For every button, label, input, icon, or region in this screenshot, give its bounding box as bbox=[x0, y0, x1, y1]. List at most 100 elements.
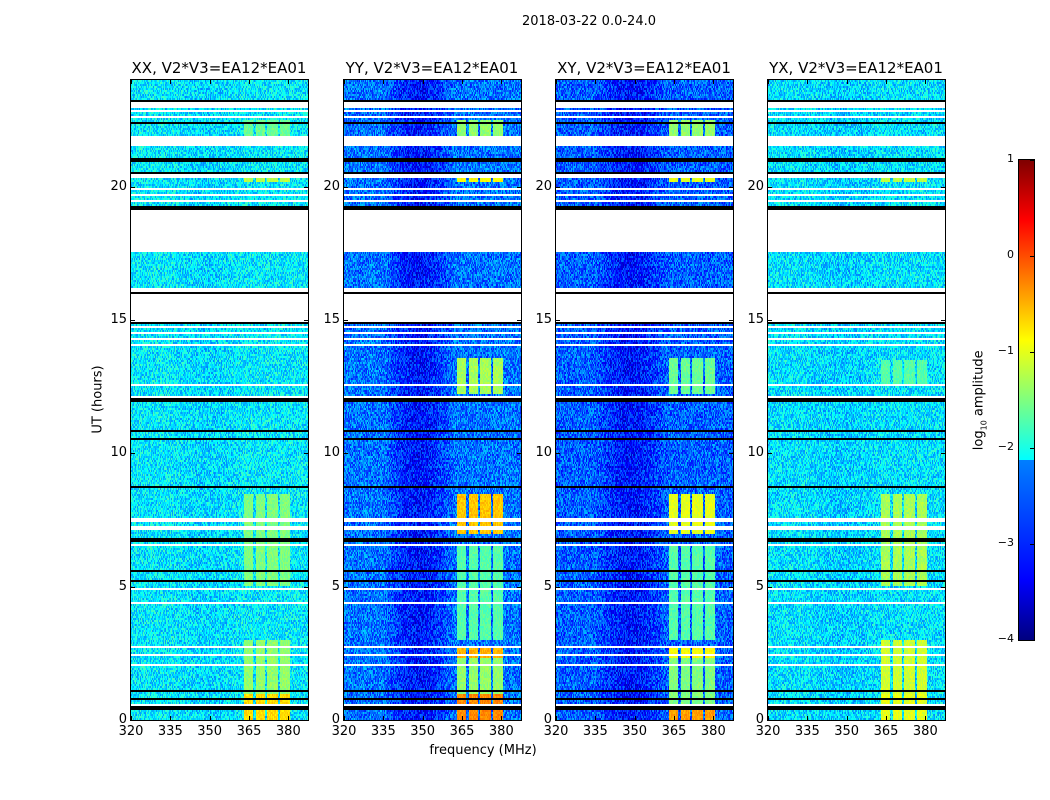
y-tick-label: 20 bbox=[535, 178, 552, 194]
x-tick-label: 335 bbox=[370, 724, 396, 739]
colorbar-tick-mark bbox=[1030, 544, 1034, 545]
x-tick-mark bbox=[768, 80, 769, 84]
x-tick-mark bbox=[886, 716, 887, 720]
x-tick-label: 365 bbox=[236, 724, 262, 739]
y-tick-mark bbox=[344, 320, 348, 321]
x-tick-label: 365 bbox=[873, 724, 899, 739]
y-tick-mark bbox=[517, 320, 521, 321]
y-tick-label: 5 bbox=[331, 578, 340, 594]
y-tick-mark bbox=[768, 720, 772, 721]
y-tick-mark bbox=[304, 186, 308, 188]
y-tick-label: 5 bbox=[118, 578, 127, 594]
x-tick-mark bbox=[501, 80, 503, 84]
x-tick-label: 350 bbox=[410, 724, 436, 739]
y-tick-mark bbox=[131, 720, 135, 721]
y-tick-mark bbox=[304, 720, 308, 721]
colorbar bbox=[1018, 159, 1035, 641]
y-tick-mark bbox=[729, 453, 733, 455]
y-tick-mark bbox=[941, 586, 945, 588]
colorbar-tick-label: −2 bbox=[997, 440, 1014, 453]
y-tick-mark bbox=[729, 320, 733, 321]
heatmap-canvas bbox=[131, 80, 308, 720]
y-tick-label: 15 bbox=[323, 312, 340, 327]
x-axis-label: frequency (MHz) bbox=[429, 743, 537, 758]
y-tick-label: 20 bbox=[747, 178, 764, 194]
y-tick-mark bbox=[556, 720, 560, 721]
colorbar-tick-mark bbox=[1030, 160, 1034, 161]
x-tick-mark bbox=[713, 80, 715, 84]
y-tick-mark bbox=[344, 453, 348, 455]
y-tick-mark bbox=[131, 320, 135, 321]
panel-title: YY, V2*V3=EA12*EA01 bbox=[345, 59, 519, 77]
x-tick-mark bbox=[807, 80, 809, 84]
y-tick-mark bbox=[768, 453, 772, 455]
y-tick-label: 10 bbox=[323, 445, 340, 461]
x-tick-label: 380 bbox=[700, 724, 726, 739]
x-tick-mark bbox=[713, 716, 715, 720]
x-tick-mark bbox=[209, 716, 211, 720]
x-tick-mark bbox=[595, 80, 597, 84]
x-tick-label: 380 bbox=[488, 724, 514, 739]
y-tick-label: 0 bbox=[755, 712, 764, 727]
y-tick-mark bbox=[556, 453, 560, 455]
y-tick-mark bbox=[768, 586, 772, 588]
y-tick-label: 0 bbox=[118, 712, 127, 727]
y-tick-label: 0 bbox=[331, 712, 340, 727]
x-tick-mark bbox=[674, 716, 675, 720]
y-tick-label: 20 bbox=[110, 178, 127, 194]
y-tick-label: 10 bbox=[747, 445, 764, 461]
x-tick-mark bbox=[170, 716, 172, 720]
y-tick-mark bbox=[729, 586, 733, 588]
x-tick-mark bbox=[209, 80, 211, 84]
y-tick-label: 5 bbox=[755, 578, 764, 594]
x-tick-mark bbox=[634, 716, 636, 720]
x-tick-mark bbox=[846, 80, 848, 84]
panel-title: YX, V2*V3=EA12*EA01 bbox=[769, 59, 943, 77]
x-tick-mark bbox=[249, 716, 250, 720]
x-tick-mark bbox=[886, 80, 887, 84]
x-tick-mark bbox=[501, 716, 503, 720]
x-tick-mark bbox=[556, 716, 557, 720]
y-tick-mark bbox=[344, 586, 348, 588]
y-tick-label: 20 bbox=[323, 178, 340, 194]
y-tick-mark bbox=[729, 720, 733, 721]
x-tick-label: 365 bbox=[449, 724, 475, 739]
panel-title: XY, V2*V3=EA12*EA01 bbox=[557, 59, 731, 77]
colorbar-tick-mark bbox=[1030, 640, 1034, 641]
y-tick-mark bbox=[304, 586, 308, 588]
y-tick-label: 15 bbox=[747, 312, 764, 327]
x-tick-mark bbox=[925, 80, 927, 84]
y-tick-mark bbox=[768, 320, 772, 321]
y-tick-mark bbox=[517, 453, 521, 455]
colorbar-tick-label: −1 bbox=[997, 344, 1014, 357]
x-tick-mark bbox=[288, 716, 290, 720]
y-tick-label: 15 bbox=[535, 312, 552, 327]
heatmap-panel bbox=[130, 79, 309, 721]
y-tick-label: 10 bbox=[535, 445, 552, 461]
y-tick-mark bbox=[304, 320, 308, 321]
y-tick-mark bbox=[517, 586, 521, 588]
x-tick-mark bbox=[383, 716, 385, 720]
y-tick-label: 5 bbox=[543, 578, 552, 594]
x-tick-mark bbox=[383, 80, 385, 84]
y-tick-mark bbox=[768, 186, 772, 188]
y-tick-mark bbox=[556, 186, 560, 188]
heatmap-panel bbox=[343, 79, 522, 721]
colorbar-tick-label: 1 bbox=[1007, 152, 1014, 165]
y-tick-label: 15 bbox=[110, 312, 127, 327]
x-tick-mark bbox=[344, 716, 345, 720]
y-tick-mark bbox=[344, 720, 348, 721]
x-tick-label: 350 bbox=[622, 724, 648, 739]
x-tick-mark bbox=[344, 80, 345, 84]
y-tick-mark bbox=[941, 720, 945, 721]
x-tick-mark bbox=[462, 80, 463, 84]
colorbar-tick-mark bbox=[1030, 352, 1034, 353]
x-tick-mark bbox=[131, 716, 132, 720]
x-tick-mark bbox=[131, 80, 132, 84]
colorbar-tick-label: −3 bbox=[997, 536, 1014, 549]
x-tick-label: 320 bbox=[118, 724, 144, 739]
x-tick-mark bbox=[768, 716, 769, 720]
x-tick-label: 320 bbox=[755, 724, 781, 739]
heatmap-canvas bbox=[556, 80, 733, 720]
